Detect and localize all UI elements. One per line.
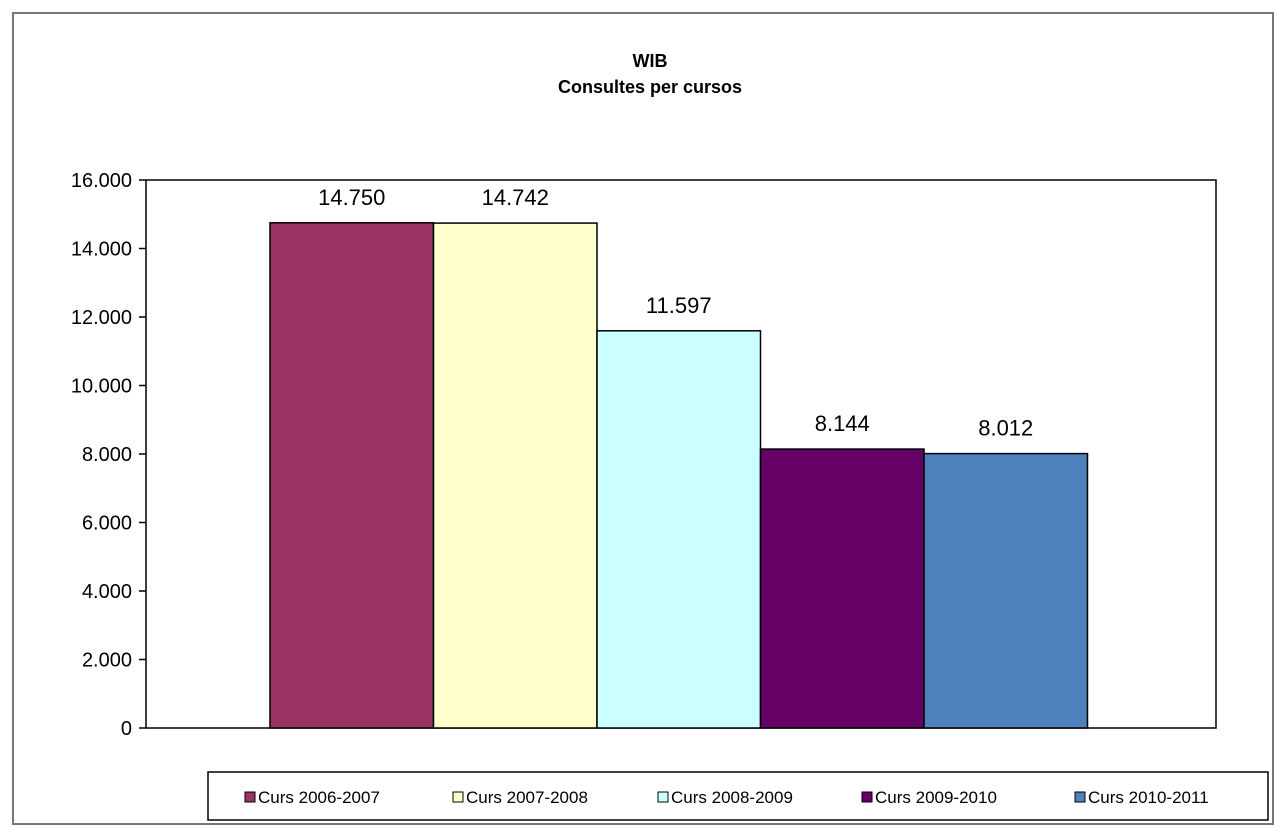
y-tick-label: 14.000 [71,239,132,261]
y-tick-label: 12.000 [71,307,132,329]
legend-swatch [244,791,256,803]
bar [923,452,1089,729]
data-label: 11.597 [646,293,712,318]
y-tick-label: 10.000 [71,376,132,398]
data-label: 14.742 [482,185,549,210]
bar [269,222,435,729]
chart-title: WIB [633,51,668,71]
bar [432,222,598,729]
chart-subtitle: Consultes per cursos [558,77,742,97]
legend [207,771,1269,821]
y-tick-label: 16.000 [71,170,132,192]
legend-label: Curs 2006-2007 [258,788,380,807]
legend-swatch [657,791,669,803]
legend-swatch [861,791,873,803]
y-tick-label: 4.000 [82,581,132,603]
bars [269,222,1089,729]
legend-label: Curs 2009-2010 [875,788,997,807]
bar [596,330,762,729]
y-axis: 0 2.000 4.000 6.000 8.000 10.000 12.000 14.000 1… [71,170,146,740]
bar [759,448,925,729]
data-labels: 14.750 14.742 11.597 8.144 8.012 [318,185,1033,441]
data-label: 8.144 [815,411,870,436]
legend-label: Curs 2007-2008 [466,788,588,807]
data-label: 8.012 [978,416,1033,441]
y-tick-label: 0 [121,718,132,740]
y-tick-label: 2.000 [82,650,132,672]
legend-swatch [1074,791,1086,803]
data-label: 14.750 [318,185,385,210]
y-tick-label: 6.000 [82,513,132,535]
legend-swatch [452,791,464,803]
legend-entries: Curs 2006-2007 Curs 2007-2008 Curs 2008-20… [244,788,1209,807]
legend-label: Curs 2010-2011 [1088,788,1209,807]
y-tick-label: 8.000 [82,444,132,466]
legend-label: Curs 2008-2009 [671,788,793,807]
